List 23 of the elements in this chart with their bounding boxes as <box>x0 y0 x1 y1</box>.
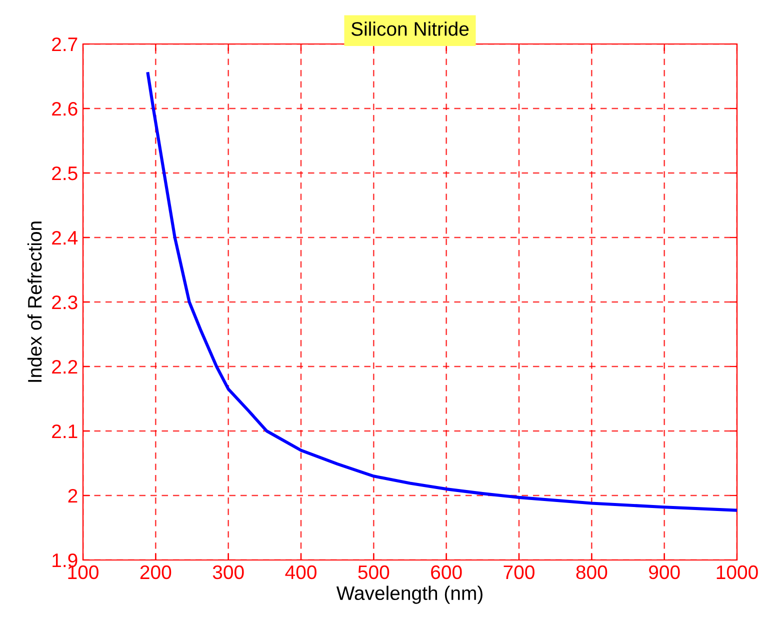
x-tick-label: 200 <box>140 565 172 580</box>
x-tick-label: 400 <box>285 565 316 580</box>
y-tick-label: 2.6 <box>52 102 78 116</box>
y-tick-label: 1.9 <box>52 553 78 568</box>
y-tick-label: 2.2 <box>52 360 78 374</box>
x-tick-label: 300 <box>212 565 244 580</box>
y-tick-label: 2.7 <box>52 37 78 52</box>
x-tick-label: 1000 <box>716 565 758 580</box>
x-axis-title: Wavelength (nm) <box>336 586 482 604</box>
x-tick-label: 100 <box>68 565 98 580</box>
chart-title: Silicon Nitride <box>351 22 469 36</box>
x-tick-label: 800 <box>576 565 608 580</box>
y-tick-label: 2.3 <box>52 295 78 310</box>
x-tick-label: 600 <box>431 565 462 580</box>
x-tick-label: 500 <box>358 565 390 580</box>
y-tick-label: 2.5 <box>52 166 78 180</box>
x-tick-label: 700 <box>504 565 534 580</box>
y-tick-label: 2 <box>68 488 78 503</box>
y-axis-title: Index of Refrection <box>27 222 42 382</box>
y-tick-label: 2.1 <box>52 424 78 438</box>
line-series <box>146 72 737 512</box>
y-tick-label: 2.4 <box>52 230 78 245</box>
x-tick-label: 900 <box>649 565 680 580</box>
